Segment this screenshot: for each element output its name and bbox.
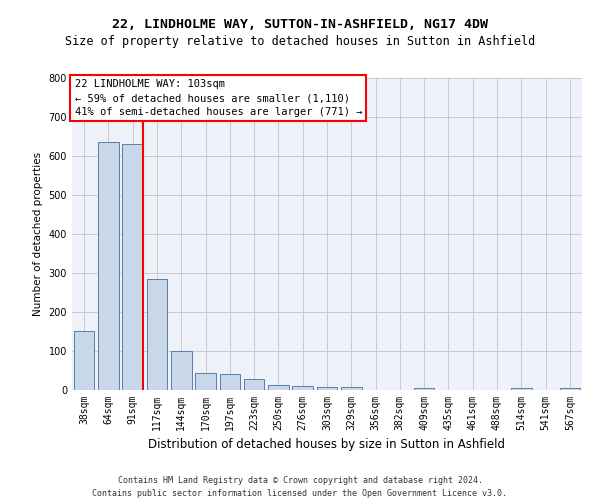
- Bar: [74, 332, 94, 390]
- Text: Contains HM Land Registry data © Crown copyright and database right 2024.
Contai: Contains HM Land Registry data © Crown c…: [92, 476, 508, 498]
- Bar: [98, 142, 119, 390]
- Bar: [341, 387, 362, 390]
- Bar: [244, 380, 265, 390]
- Bar: [220, 374, 240, 390]
- Bar: [511, 388, 532, 390]
- X-axis label: Distribution of detached houses by size in Sutton in Ashfield: Distribution of detached houses by size …: [149, 438, 505, 452]
- Bar: [292, 386, 313, 390]
- Bar: [317, 388, 337, 390]
- Bar: [268, 386, 289, 390]
- Bar: [195, 373, 216, 390]
- Bar: [122, 144, 143, 390]
- Bar: [414, 388, 434, 390]
- Text: Size of property relative to detached houses in Sutton in Ashfield: Size of property relative to detached ho…: [65, 35, 535, 48]
- Y-axis label: Number of detached properties: Number of detached properties: [33, 152, 43, 316]
- Bar: [146, 278, 167, 390]
- Text: 22, LINDHOLME WAY, SUTTON-IN-ASHFIELD, NG17 4DW: 22, LINDHOLME WAY, SUTTON-IN-ASHFIELD, N…: [112, 18, 488, 30]
- Bar: [171, 351, 191, 390]
- Bar: [560, 388, 580, 390]
- Text: 22 LINDHOLME WAY: 103sqm
← 59% of detached houses are smaller (1,110)
41% of sem: 22 LINDHOLME WAY: 103sqm ← 59% of detach…: [74, 79, 362, 117]
